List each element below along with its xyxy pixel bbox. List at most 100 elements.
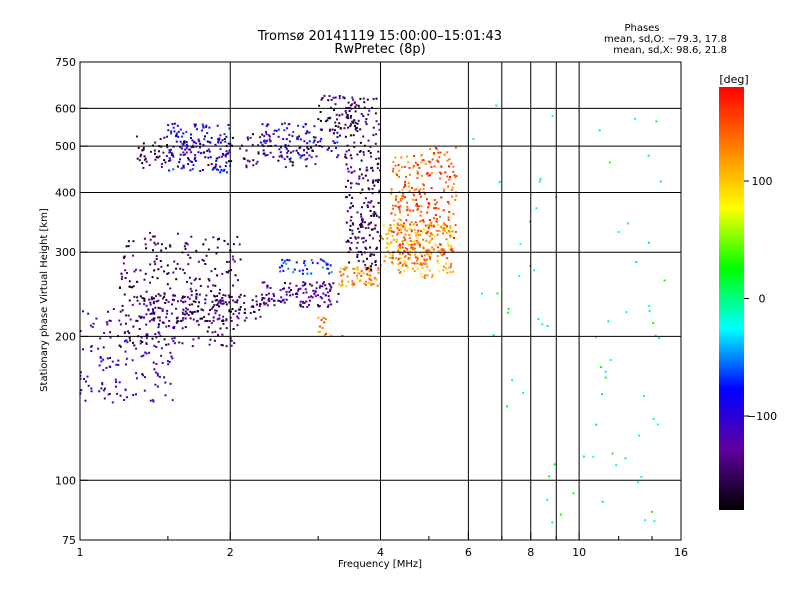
data-point — [127, 245, 130, 248]
data-point — [362, 97, 365, 100]
data-point — [157, 340, 160, 343]
data-point — [124, 269, 127, 272]
data-point — [431, 158, 434, 161]
data-point — [392, 170, 394, 173]
data-point — [98, 390, 101, 393]
data-point — [336, 141, 339, 144]
data-point — [364, 239, 367, 242]
data-point — [365, 283, 367, 286]
data-point — [214, 330, 217, 333]
data-point — [173, 294, 176, 297]
data-point — [216, 302, 219, 305]
data-point — [173, 122, 176, 125]
data-point — [183, 245, 186, 248]
data-point — [394, 204, 397, 207]
data-point — [361, 221, 364, 224]
data-point — [108, 365, 111, 368]
data-point — [437, 207, 440, 210]
data-point — [342, 268, 345, 271]
data-point — [138, 159, 141, 162]
data-point — [367, 113, 370, 116]
data-point — [407, 185, 410, 188]
data-point — [430, 221, 433, 224]
data-point — [264, 141, 267, 144]
data-point — [413, 240, 416, 243]
data-point — [404, 180, 407, 183]
data-point — [360, 159, 363, 162]
data-point — [326, 291, 329, 294]
data-point — [177, 135, 180, 138]
data-point — [137, 146, 140, 149]
data-point — [306, 157, 309, 160]
data-point — [378, 239, 381, 242]
data-point — [148, 298, 151, 301]
data-point — [361, 237, 364, 240]
data-point — [168, 244, 171, 247]
data-point — [228, 260, 231, 263]
data-point — [427, 226, 430, 229]
data-point — [389, 253, 391, 256]
data-point — [185, 141, 188, 143]
data-point — [231, 136, 234, 139]
data-point — [192, 300, 195, 303]
data-point — [405, 264, 407, 267]
data-point — [430, 166, 433, 169]
data-point — [362, 177, 365, 180]
data-point — [548, 475, 551, 478]
data-point — [344, 110, 347, 112]
data-point — [604, 370, 607, 373]
data-point — [418, 244, 421, 247]
data-point — [425, 258, 428, 261]
data-point — [297, 289, 300, 292]
data-point — [348, 149, 350, 152]
data-point — [350, 202, 353, 205]
data-point — [401, 252, 404, 255]
data-point — [336, 118, 339, 121]
data-point — [161, 308, 164, 311]
data-point — [653, 520, 656, 523]
data-point — [212, 236, 215, 239]
data-point — [121, 309, 124, 312]
data-point — [303, 260, 306, 262]
data-point — [357, 104, 360, 107]
data-point — [407, 182, 410, 184]
data-point — [225, 150, 228, 153]
data-point — [125, 357, 128, 360]
data-point — [351, 196, 354, 199]
data-point — [151, 298, 154, 301]
data-point — [262, 152, 265, 155]
data-point — [209, 309, 211, 312]
data-point — [406, 264, 409, 267]
data-point — [145, 352, 148, 355]
data-point — [195, 293, 198, 296]
data-point — [144, 243, 147, 246]
data-point — [298, 269, 301, 272]
data-point — [366, 267, 369, 269]
y-tick-label: 75 — [62, 534, 76, 547]
data-point — [207, 285, 209, 288]
data-point — [128, 332, 131, 335]
data-point — [195, 289, 198, 292]
data-point — [448, 210, 451, 213]
data-point — [172, 168, 175, 171]
data-point — [288, 259, 291, 262]
data-point — [428, 257, 431, 260]
data-point — [261, 143, 264, 146]
data-point — [334, 96, 337, 99]
data-point — [319, 258, 322, 261]
data-point — [125, 245, 128, 248]
data-point — [253, 310, 255, 313]
data-point — [507, 311, 510, 314]
data-point — [225, 327, 228, 330]
data-point — [172, 294, 175, 297]
data-point — [400, 228, 402, 231]
data-point — [152, 361, 155, 364]
data-point — [273, 129, 276, 132]
data-point — [336, 131, 339, 134]
data-point — [409, 209, 412, 212]
data-point — [338, 122, 341, 125]
data-point — [206, 330, 209, 333]
data-point — [362, 151, 365, 154]
data-point — [105, 321, 108, 324]
data-point — [169, 148, 172, 151]
